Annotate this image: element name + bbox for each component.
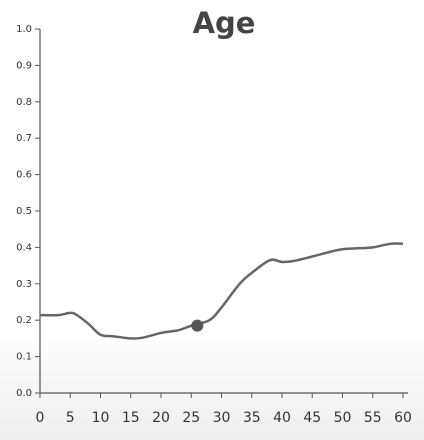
y-tick-label: 0.3: [16, 279, 32, 290]
y-tick-label: 0.7: [16, 133, 32, 144]
y-tick-label: 0.0: [16, 388, 32, 399]
line: [39, 242, 404, 340]
y-tick-label: 1.0: [16, 24, 32, 35]
y-tick-label: 0.9: [16, 60, 32, 71]
x-tick-label: 35: [243, 410, 261, 426]
x-tick-label: 55: [364, 410, 382, 426]
highlight-point: [191, 319, 204, 332]
y-tick-label: 0.8: [16, 97, 32, 108]
x-tick-label: 40: [273, 410, 291, 426]
x-tick-label: 25: [182, 410, 200, 426]
x-tick-label: 30: [213, 410, 231, 426]
x-tick-label: 10: [92, 410, 110, 426]
y-tick-label: 0.4: [16, 242, 32, 253]
y-tick-label: 0.2: [16, 315, 32, 326]
x-tick-label: 15: [122, 410, 140, 426]
x-tick-label: 45: [303, 410, 321, 426]
x-tick-label: 0: [36, 410, 45, 426]
chart-title: Age: [193, 6, 256, 40]
x-tick-label: 50: [334, 410, 352, 426]
background-fade: [0, 330, 424, 440]
x-tick-label: 20: [152, 410, 170, 426]
y-tick-label: 0.1: [16, 352, 32, 363]
x-tick-label: 5: [66, 410, 75, 426]
x-tick-label: 60: [394, 410, 412, 426]
y-tick-label: 0.6: [16, 170, 32, 181]
y-tick-label: 0.5: [16, 206, 32, 217]
